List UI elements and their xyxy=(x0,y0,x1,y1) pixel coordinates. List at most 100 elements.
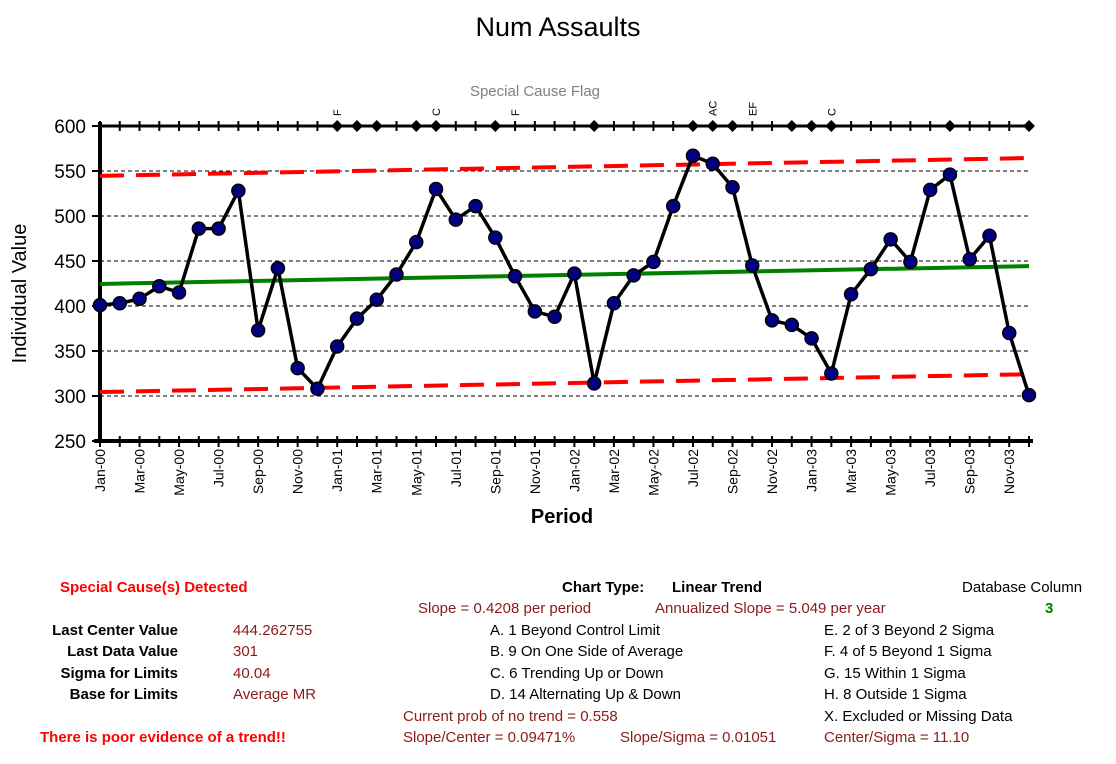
data-point xyxy=(191,221,207,236)
x-tick-label: Nov-02 xyxy=(764,449,780,494)
data-point xyxy=(112,296,128,311)
rule-e: E. 2 of 3 Beyond 2 Sigma xyxy=(824,622,995,639)
x-tick-label: Sep-03 xyxy=(962,449,978,494)
data-point xyxy=(804,331,819,346)
flag-marker xyxy=(1023,120,1035,132)
data-point xyxy=(942,167,958,182)
data-point xyxy=(863,261,879,277)
rule-a: A. 1 Beyond Control Limit xyxy=(490,622,661,639)
x-tick-label: Jul-03 xyxy=(922,449,938,487)
flag-marker xyxy=(588,120,601,132)
data-point xyxy=(843,287,859,302)
data-point xyxy=(962,251,977,267)
data-point xyxy=(369,292,384,307)
x-tick-label: Nov-00 xyxy=(290,449,306,494)
data-point xyxy=(685,148,701,163)
slope-center: Slope/Center = 0.09471% xyxy=(403,729,576,746)
y-tick-label: 350 xyxy=(54,342,86,363)
rule-c: C. 6 Trending Up or Down xyxy=(490,665,664,682)
y-axis-label: Individual Value xyxy=(9,224,31,364)
y-tick-label: 600 xyxy=(54,117,86,138)
database-column-label: Database Column xyxy=(962,579,1083,596)
chart-type-label: Chart Type: xyxy=(562,579,645,596)
flag-marker xyxy=(686,120,699,132)
data-point xyxy=(152,278,167,294)
data-point xyxy=(1001,325,1017,341)
data-point xyxy=(764,313,780,328)
x-tick-label: May-01 xyxy=(408,449,424,496)
rule-f: F. 4 of 5 Beyond 1 Sigma xyxy=(824,643,992,660)
data-point xyxy=(231,183,246,199)
flag-marker xyxy=(726,120,739,132)
data-point xyxy=(1021,387,1037,403)
data-point xyxy=(488,230,503,245)
rule-d: D. 14 Alternating Up & Down xyxy=(490,686,681,703)
data-point xyxy=(290,360,305,376)
center-sigma: Center/Sigma = 11.10 xyxy=(824,729,970,746)
flag-marker xyxy=(943,120,956,132)
y-tick-label: 550 xyxy=(54,162,86,183)
data-point xyxy=(883,232,898,247)
x-tick-label: May-03 xyxy=(883,449,899,496)
data-point xyxy=(448,212,464,227)
lower-control-limit xyxy=(99,372,1030,395)
flag-marker xyxy=(350,120,363,132)
center-line xyxy=(99,264,1030,286)
data-point xyxy=(349,311,365,326)
x-tick-label: Mar-01 xyxy=(369,449,385,494)
data-point xyxy=(171,285,187,300)
special-causes-detected: Special Cause(s) Detected xyxy=(60,579,248,596)
x-tick-label: Jul-00 xyxy=(211,449,227,487)
flag-label: C xyxy=(431,108,443,116)
flag-marker xyxy=(410,120,423,132)
y-tick-label: 400 xyxy=(54,297,86,318)
stat-value-last-center: 444.262755 xyxy=(233,622,313,639)
flag-marker xyxy=(825,120,838,132)
data-point xyxy=(922,182,938,198)
control-chart: Num Assaults Special Cause Flag 250 300 350 4… xyxy=(9,12,1037,528)
flag-marker xyxy=(430,120,443,132)
data-point xyxy=(270,260,286,276)
rule-h: H. 8 Outside 1 Sigma xyxy=(824,686,967,703)
prob-no-trend: Current prob of no trend = 0.558 xyxy=(403,708,618,725)
data-point xyxy=(824,366,839,381)
flag-label: F xyxy=(332,109,344,116)
x-tick-label: Mar-03 xyxy=(843,449,859,494)
flag-marker xyxy=(805,120,818,132)
rule-b: B. 9 On One Side of Average xyxy=(490,643,684,660)
data-point xyxy=(665,198,681,214)
stat-value-base: Average MR xyxy=(233,686,317,703)
x-tick-label: Sep-02 xyxy=(725,449,741,494)
rule-g: G. 15 Within 1 Sigma xyxy=(824,665,966,682)
data-point xyxy=(468,198,483,214)
data-point xyxy=(527,304,543,319)
data-point xyxy=(705,156,720,172)
data-point xyxy=(745,258,760,273)
slope-sigma: Slope/Sigma = 0.01051 xyxy=(620,729,777,746)
data-point xyxy=(646,254,661,270)
x-tick-label: Sep-01 xyxy=(487,449,503,494)
data-point xyxy=(132,291,147,307)
poor-evidence-warning: There is poor evidence of a trend!! xyxy=(40,729,286,746)
y-tick-label: 300 xyxy=(54,387,86,408)
stat-label-last-data: Last Data Value xyxy=(67,643,178,660)
data-point xyxy=(626,268,641,283)
flag-header: Special Cause Flag xyxy=(470,83,600,100)
flag-marker xyxy=(370,120,383,132)
data-point xyxy=(329,339,345,354)
flag-label: F xyxy=(510,109,522,116)
y-tick-label: 250 xyxy=(54,432,86,453)
x-tick-label: Jan-00 xyxy=(92,449,108,492)
x-tick-label: Jan-01 xyxy=(329,449,345,492)
data-point xyxy=(250,323,266,338)
x-tick-label: May-02 xyxy=(645,449,661,496)
x-tick-label: Jan-03 xyxy=(804,449,820,492)
rule-x: X. Excluded or Missing Data xyxy=(824,708,1013,725)
x-tick-label: Jul-01 xyxy=(448,449,464,487)
data-point xyxy=(567,266,582,281)
annualized-slope-text: Annualized Slope = 5.049 per year xyxy=(655,600,886,617)
stat-label-base: Base for Limits xyxy=(69,686,178,703)
data-point xyxy=(310,381,325,397)
data-point xyxy=(389,267,404,282)
data-point xyxy=(428,181,444,197)
